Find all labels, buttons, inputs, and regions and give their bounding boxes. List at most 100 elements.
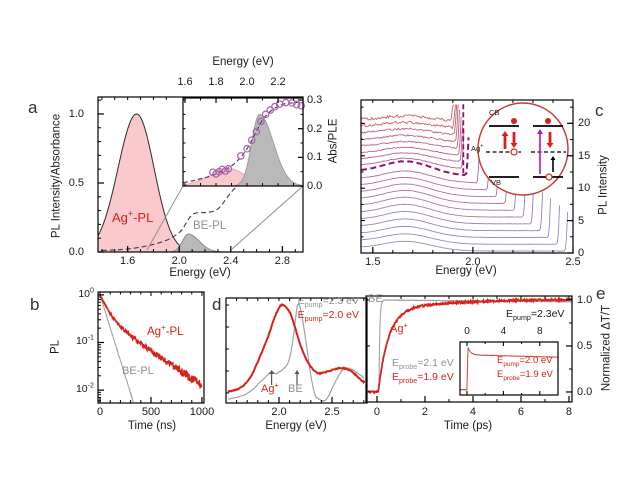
a-x-tick-label: 2.0 xyxy=(171,255,187,267)
panel-c-letter: c xyxy=(595,101,604,120)
b-x-tick-label: 1000 xyxy=(189,406,215,418)
panel-b-xlabel: Time (ns) xyxy=(127,420,177,432)
panel-a-inset-xlabel: Energy (eV) xyxy=(212,56,274,68)
panel-e-frame xyxy=(365,295,573,403)
c-pl-spectrum-0 xyxy=(360,212,569,252)
hole-dot xyxy=(545,173,553,181)
a-x-tick-label: 1.6 xyxy=(119,255,136,267)
c-pl-spectrum-4 xyxy=(360,184,535,225)
d-ta-spectrum-red xyxy=(227,303,366,393)
e-inset-frame xyxy=(459,341,559,396)
diagram-cb-label: CB xyxy=(489,108,500,117)
c-pl-spectrum-19 xyxy=(360,104,454,122)
c-pl-spectrum-3 xyxy=(360,191,544,232)
e-kinetic-be xyxy=(365,299,573,393)
ple-data-point xyxy=(224,165,233,173)
d-ta-spectrum-gray xyxy=(228,303,365,403)
c-y-tick-label: 15 xyxy=(578,149,591,162)
panel-b-be-pl-label: BE-PL xyxy=(122,365,154,377)
e-ag-label: Ag+ xyxy=(390,320,408,335)
ple-data-point xyxy=(247,136,256,144)
panel-a-be-pl-label: BE-PL xyxy=(193,220,227,232)
e-x-tick-label: 4 xyxy=(469,406,477,418)
c-y-tick-label: 20 xyxy=(578,117,591,130)
electron-dot xyxy=(545,118,551,124)
e-inset-x-tick-label: 8 xyxy=(537,326,543,337)
diagram-vb-label: VB xyxy=(491,178,502,187)
a-series-fill-0 xyxy=(98,113,303,252)
a-inset-x-tick-label: 2.0 xyxy=(239,76,255,88)
d-x-tick-label: 2.0 xyxy=(271,406,287,418)
c-pl-spectrum-9 xyxy=(360,150,490,191)
b-ag-pl-label: Ag+-PL xyxy=(147,323,184,338)
arrow-head xyxy=(510,143,518,148)
e-x-tick-label: 0 xyxy=(373,406,381,418)
band-diagram xyxy=(477,102,569,196)
ple-data-point xyxy=(243,144,251,153)
a-inset-x-tick-label: 2.2 xyxy=(270,76,286,88)
a-inset-y-tick-label: 0.0 xyxy=(307,180,323,192)
panel-c-xlabel: Energy (eV) xyxy=(435,265,497,277)
c-pl-spectrum-11-highlight xyxy=(360,137,470,177)
a-inset-y-tick-label: 0.1 xyxy=(307,151,323,164)
panel-e-ylabel: Normalized ΔT/T xyxy=(600,304,613,392)
c-pl-spectrum-13 xyxy=(360,123,463,162)
c-pl-spectrum-7 xyxy=(360,164,508,204)
a-inset-x-tick-label: 1.6 xyxy=(177,76,193,88)
c-y-tick-label: 0 xyxy=(578,247,585,259)
c-pl-spectrum-8 xyxy=(360,157,499,198)
c-pl-spectrum-15 xyxy=(360,110,460,150)
diagram-ag-label: Ag+ xyxy=(471,143,484,153)
panel-c-ylabel: PL Intensity xyxy=(597,155,610,215)
ple-data-point xyxy=(252,127,261,136)
c-y-tick-label: 5 xyxy=(578,214,585,227)
panel-a-xlabel: Energy (eV) xyxy=(169,267,231,279)
b-y-tick-label: 10-2 xyxy=(75,381,94,396)
panel-d-frame xyxy=(225,297,368,404)
e-probe-gray-label: Eprobe=2.1 eV xyxy=(392,357,454,372)
e-inset-bg xyxy=(460,342,558,395)
panel-a-letter: a xyxy=(28,98,38,117)
e-x-tick-label: 2 xyxy=(421,406,429,418)
c-y-tick-label: 10 xyxy=(578,182,591,195)
panel-d-be-label: BE xyxy=(288,383,303,395)
c-pl-spectrum-12 xyxy=(360,130,465,169)
panel-d-letter: d xyxy=(212,295,222,314)
d-ag-label: Ag+ xyxy=(261,380,279,395)
arrow-head xyxy=(269,370,275,374)
a-x-tick-label: 2.4 xyxy=(223,255,239,267)
electron-dot xyxy=(511,118,517,124)
ple-data-point xyxy=(297,101,306,110)
panel-d-xlabel: Energy (eV) xyxy=(265,420,327,432)
b-y-tick-label: 10-1 xyxy=(75,333,94,348)
e-y-tick-label: 0.0 xyxy=(577,385,593,398)
e-inset-probe-label: Eprobe=1.9 eV xyxy=(497,369,553,382)
c-pl-spectrum-2 xyxy=(360,198,552,239)
c-pl-spectrum-16 xyxy=(360,104,459,142)
a-inset-x-tick-label: 1.8 xyxy=(208,76,224,88)
c-x-tick-label: 1.5 xyxy=(365,256,381,268)
e-inset-x-tick-label: 0 xyxy=(464,326,470,337)
c-pl-spectrum-14 xyxy=(360,116,462,156)
c-pl-spectrum-1 xyxy=(360,205,561,245)
a-y-tick-label: 0.0 xyxy=(68,246,84,258)
e-y-tick-label: 0.5 xyxy=(577,339,593,352)
a-y-tick-label: 1.0 xyxy=(68,107,84,120)
ple-data-point xyxy=(237,152,245,160)
inset-connector-right xyxy=(231,185,304,250)
c-pl-spectrum-5 xyxy=(360,178,527,218)
b-x-tick-label: 500 xyxy=(141,406,161,418)
panel-b-ylabel: PL xyxy=(49,339,62,355)
ple-data-point xyxy=(261,110,270,119)
a-inset-frame xyxy=(182,97,304,187)
ple-data-point xyxy=(257,117,265,126)
d-pump-gray-label: Epump=2.3 eV xyxy=(297,295,359,310)
inset-connector-left xyxy=(146,185,184,251)
a-inset-y-tick-label: 0.3 xyxy=(307,94,323,106)
arrow-head xyxy=(501,131,509,136)
a-x-tick-label: 2.8 xyxy=(274,255,291,267)
e-kinetic-ag xyxy=(365,296,573,395)
e-inset-kinetic-ag xyxy=(459,347,559,391)
c-pl-spectrum-6 xyxy=(360,171,517,211)
hole-dot xyxy=(510,148,518,156)
